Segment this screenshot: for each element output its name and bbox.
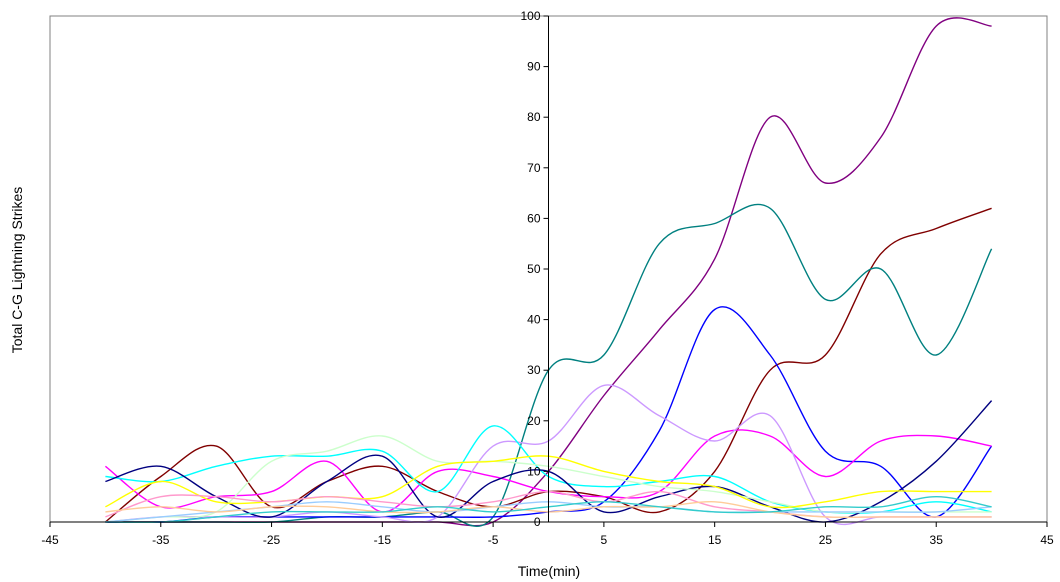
- y-tick-label: 70: [527, 161, 541, 175]
- y-tick-label: 80: [527, 110, 541, 124]
- x-tick-label: 15: [708, 533, 722, 547]
- x-tick-label: -15: [374, 533, 392, 547]
- series-line-2: [104, 207, 992, 523]
- y-tick-label: 20: [527, 414, 541, 428]
- x-tick-label: 35: [930, 533, 944, 547]
- x-axis-title: Time(min): [518, 563, 580, 579]
- x-tick-label: -45: [41, 533, 59, 547]
- y-tick-label: 0: [534, 515, 541, 529]
- x-tick-label: 5: [601, 533, 608, 547]
- x-tick-label: 25: [819, 533, 833, 547]
- y-tick-label: 50: [527, 262, 541, 276]
- y-tick-label: 100: [520, 9, 540, 23]
- x-tick-label: 45: [1040, 533, 1054, 547]
- y-tick-label: 60: [527, 211, 541, 225]
- y-tick-label: 10: [527, 464, 541, 478]
- y-tick-label: 40: [527, 313, 541, 327]
- y-tick-label: 90: [527, 60, 541, 74]
- axes-layer: -45 -35 -25 -15 -5 5 15 25 35 45 0 10 20 30 40 50 60 70 80…: [41, 9, 1054, 547]
- x-tick-label: -5: [488, 533, 499, 547]
- x-tick-label: -35: [152, 533, 170, 547]
- x-tick-label: -25: [263, 533, 281, 547]
- y-axis-title: Total C-G Lightning Strikes: [9, 187, 25, 354]
- y-tick-label: 30: [527, 363, 541, 377]
